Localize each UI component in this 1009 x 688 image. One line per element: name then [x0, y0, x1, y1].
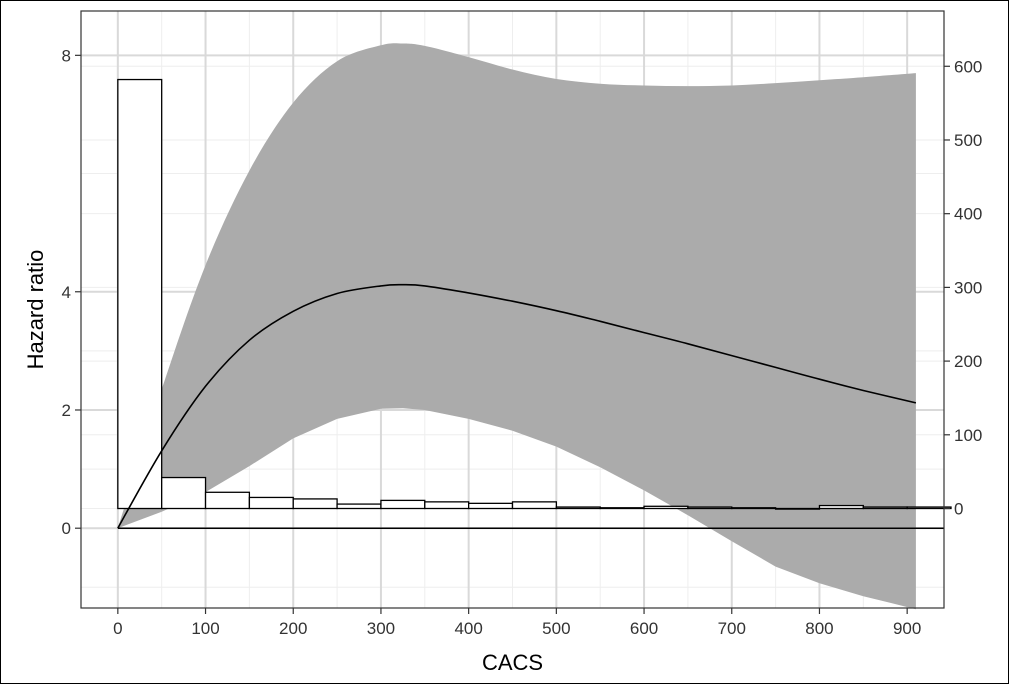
histogram-bar	[248, 496, 294, 510]
x-tick-label: 500	[542, 619, 570, 638]
x-tick-label: 700	[718, 619, 746, 638]
histogram-bar	[555, 506, 601, 510]
histogram-bar	[336, 503, 382, 510]
estimate-line	[117, 283, 917, 529]
histogram-bar	[161, 476, 207, 510]
left-tick-label: 4	[62, 283, 71, 302]
panel-border	[80, 10, 945, 609]
histogram-bar	[599, 507, 645, 510]
left-tick-label: 8	[62, 46, 71, 65]
histogram-layer	[117, 78, 952, 510]
x-tick-label: 200	[279, 619, 307, 638]
histogram-bar	[862, 506, 908, 510]
y-axis-label: Hazard ratio	[23, 250, 48, 370]
confidence-band-layer	[117, 43, 916, 610]
x-axis-label: CACS	[482, 650, 543, 675]
right-tick-label: 500	[954, 131, 982, 150]
histogram-bar	[687, 506, 733, 510]
histogram-bar	[117, 78, 163, 510]
left-tick-label: 2	[62, 401, 71, 420]
x-tick-label: 900	[893, 619, 921, 638]
histogram-bar	[818, 504, 864, 510]
x-tick-label: 600	[630, 619, 658, 638]
histogram-bar	[731, 507, 777, 510]
right-tick-label: 100	[954, 426, 982, 445]
x-tick-label: 800	[805, 619, 833, 638]
bottom-axis: 0 100 200 300 400 500 600 700 800 900	[113, 608, 921, 638]
x-tick-label: 0	[113, 619, 122, 638]
x-tick-label: 300	[367, 619, 395, 638]
right-tick-label: 600	[954, 57, 982, 76]
left-axis: 0 2 4 8	[62, 46, 81, 538]
histogram-bar	[511, 501, 558, 510]
histogram-bar	[643, 505, 689, 510]
right-axis: 0 100 200 300 400 500 600	[944, 57, 982, 519]
histogram-bar	[380, 499, 426, 510]
histogram-bar	[204, 491, 251, 510]
histogram-bar	[292, 498, 338, 510]
right-tick-label: 0	[954, 500, 963, 519]
histogram-bar	[774, 507, 821, 510]
x-tick-label: 400	[454, 619, 482, 638]
confidence-band	[117, 43, 916, 610]
estimate-line-layer	[117, 283, 917, 529]
histogram-bar	[906, 506, 952, 510]
histogram-bar	[467, 502, 514, 510]
left-tick-label: 0	[62, 519, 71, 538]
x-tick-label: 100	[191, 619, 219, 638]
histogram-bar	[424, 501, 470, 510]
right-tick-label: 400	[954, 205, 982, 224]
right-tick-label: 300	[954, 278, 982, 297]
right-tick-label: 200	[954, 352, 982, 371]
